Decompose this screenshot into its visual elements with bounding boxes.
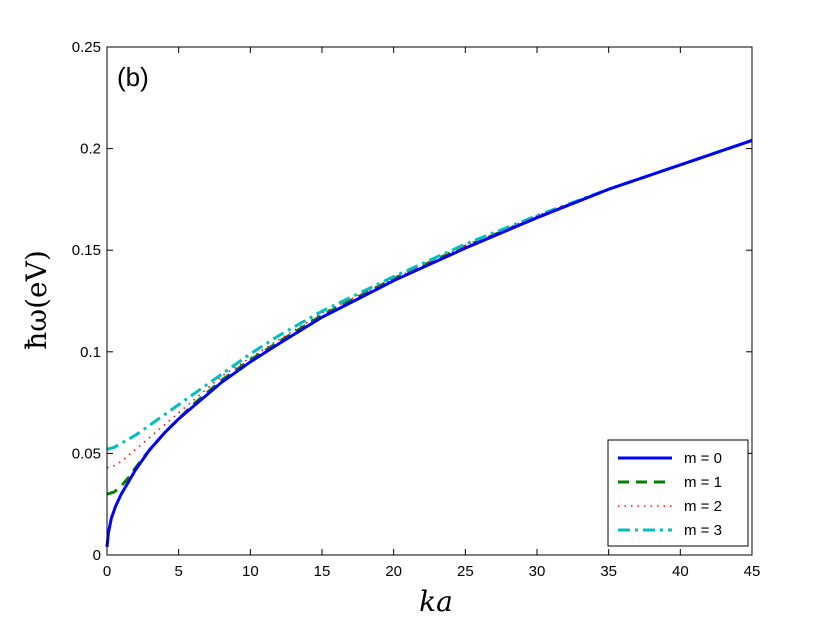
panel-label: (b) [117,62,149,92]
y-tick-label: 0.2 [80,141,101,158]
legend-label-m0: m = 0 [684,450,722,467]
x-tick-label: 45 [744,563,761,580]
series-line-m2 [106,139,753,469]
legend-label-m3: m = 3 [684,522,722,539]
x-tick-label: 20 [385,563,402,580]
series-group [105,139,753,548]
y-tick-label: 0.25 [72,39,101,56]
y-tick-label: 0.15 [72,242,101,259]
y-axis-label: ħω(eV) [20,250,53,350]
y-tick-label: 0 [93,547,101,564]
x-tick-label: 30 [529,563,546,580]
plot-frame [106,46,753,556]
x-tick-label: 5 [174,563,182,580]
legend-label-m1: m = 1 [684,474,722,491]
x-tick-label: 25 [457,563,474,580]
x-axis-label: ka [419,585,453,618]
y-tick-label: 0.1 [80,344,101,361]
series-line-m3 [106,139,753,451]
ticks-group: 0 5 10 15 20 25 30 35 40 45 0 0.05 0.1 0.15 0.2 0.25 [72,39,761,580]
x-tick-label: 10 [242,563,259,580]
x-tick-label: 15 [314,563,331,580]
y-tick-label: 0.05 [72,445,101,462]
x-tick-label: 40 [672,563,689,580]
legend: m = 0 m = 1 m = 2 m = 3 [607,439,749,547]
x-tick-label: 35 [600,563,617,580]
legend-label-m2: m = 2 [684,498,722,515]
x-tick-label: 0 [103,563,111,580]
legend-items: m = 0 m = 1 m = 2 m = 3 [618,450,722,539]
series-line-m0 [105,139,753,548]
